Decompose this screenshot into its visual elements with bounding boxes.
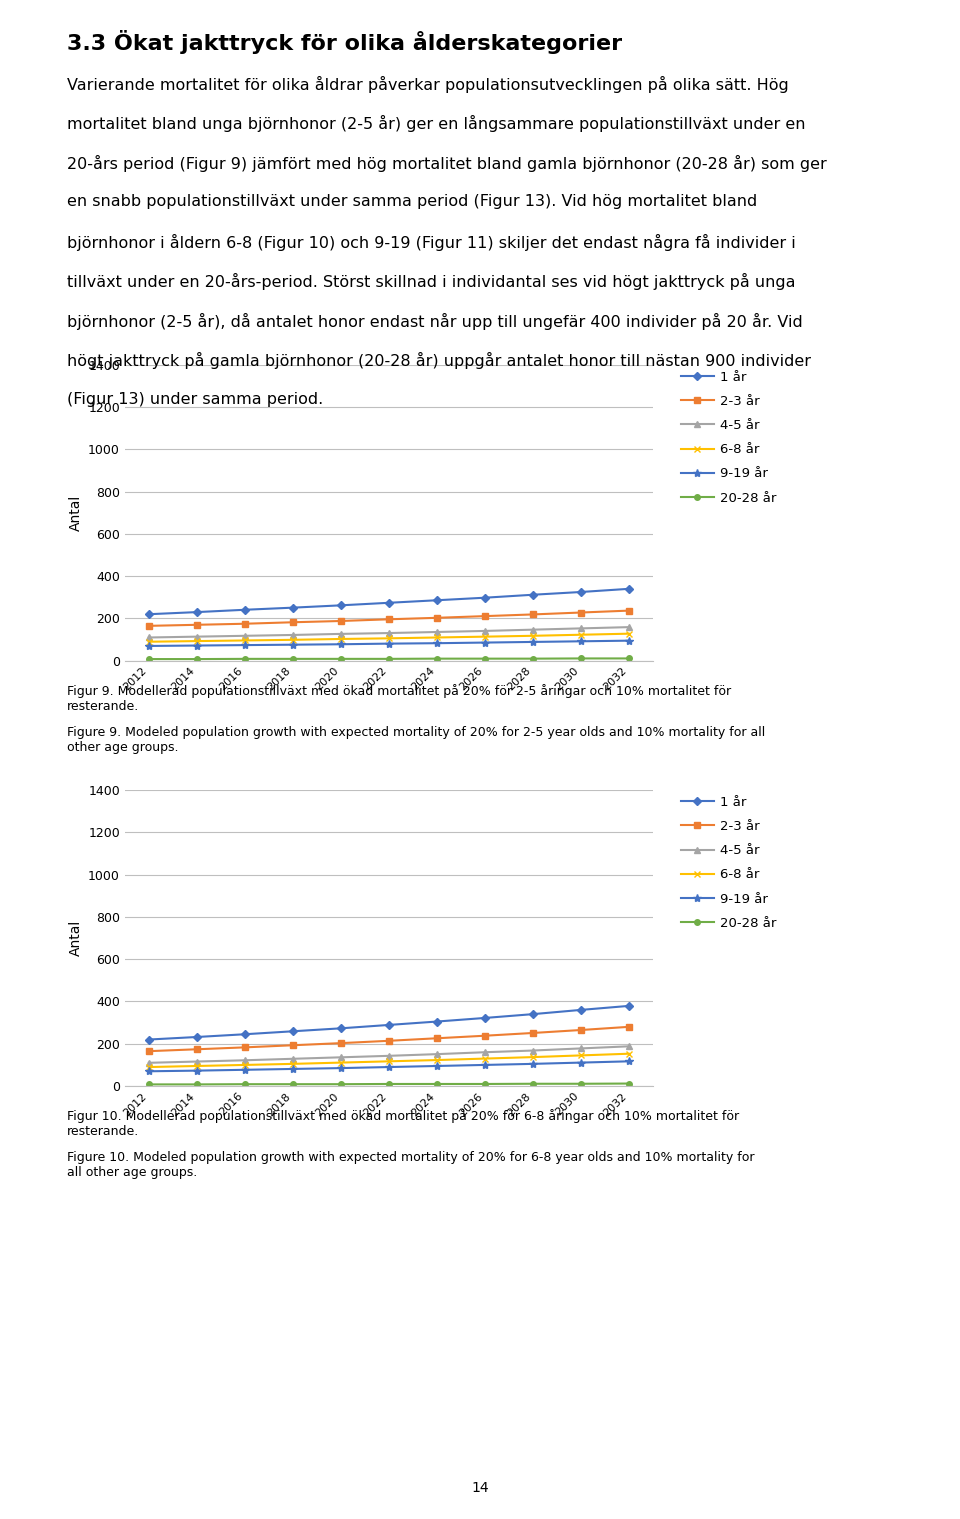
Text: Figur 9. Modellerad populationstillväxt med ökad mortalitet på 20% för 2-5 åring: Figur 9. Modellerad populationstillväxt … xyxy=(67,684,732,712)
Legend: 1 år, 2-3 år, 4-5 år, 6-8 år, 9-19 år, 20-28 år: 1 år, 2-3 år, 4-5 år, 6-8 år, 9-19 år, 2… xyxy=(675,790,781,936)
Text: björnhonor (2-5 år), då antalet honor endast når upp till ungefär 400 individer : björnhonor (2-5 år), då antalet honor en… xyxy=(67,313,803,330)
Legend: 1 år, 2-3 år, 4-5 år, 6-8 år, 9-19 år, 20-28 år: 1 år, 2-3 år, 4-5 år, 6-8 år, 9-19 år, 2… xyxy=(675,365,781,510)
Text: mortalitet bland unga björnhonor (2-5 år) ger en långsammare populationstillväxt: mortalitet bland unga björnhonor (2-5 år… xyxy=(67,115,805,132)
Text: högt jakttryck på gamla björnhonor (20-28 år) uppgår antalet honor till nästan 9: högt jakttryck på gamla björnhonor (20-2… xyxy=(67,352,811,369)
Text: tillväxt under en 20-års-period. Störst skillnad i individantal ses vid högt jak: tillväxt under en 20-års-period. Störst … xyxy=(67,273,796,290)
Text: Figure 10. Modeled population growth with expected mortality of 20% for 6-8 year: Figure 10. Modeled population growth wit… xyxy=(67,1151,755,1179)
Text: 3.3 Ökat jakttryck för olika ålderskategorier: 3.3 Ökat jakttryck för olika ålderskateg… xyxy=(67,30,622,55)
Text: Figure 9. Modeled population growth with expected mortality of 20% for 2-5 year : Figure 9. Modeled population growth with… xyxy=(67,726,765,753)
Text: björnhonor i åldern 6-8 (Figur 10) och 9-19 (Figur 11) skiljer det endast några : björnhonor i åldern 6-8 (Figur 10) och 9… xyxy=(67,234,796,251)
Text: 20-års period (Figur 9) jämfört med hög mortalitet bland gamla björnhonor (20-28: 20-års period (Figur 9) jämfört med hög … xyxy=(67,155,827,172)
Text: (Figur 13) under samma period.: (Figur 13) under samma period. xyxy=(67,392,324,407)
Text: Figur 10. Modellerad populationstillväxt med ökad mortalitet på 20% för 6-8 årin: Figur 10. Modellerad populationstillväxt… xyxy=(67,1109,739,1138)
Text: en snabb populationstillväxt under samma period (Figur 13). Vid hög mortalitet b: en snabb populationstillväxt under samma… xyxy=(67,194,757,210)
Text: 14: 14 xyxy=(471,1481,489,1495)
Y-axis label: Antal: Antal xyxy=(68,495,83,530)
Text: Varierande mortalitet för olika åldrar påverkar populationsutvecklingen på olika: Varierande mortalitet för olika åldrar p… xyxy=(67,76,789,93)
Y-axis label: Antal: Antal xyxy=(68,921,83,955)
